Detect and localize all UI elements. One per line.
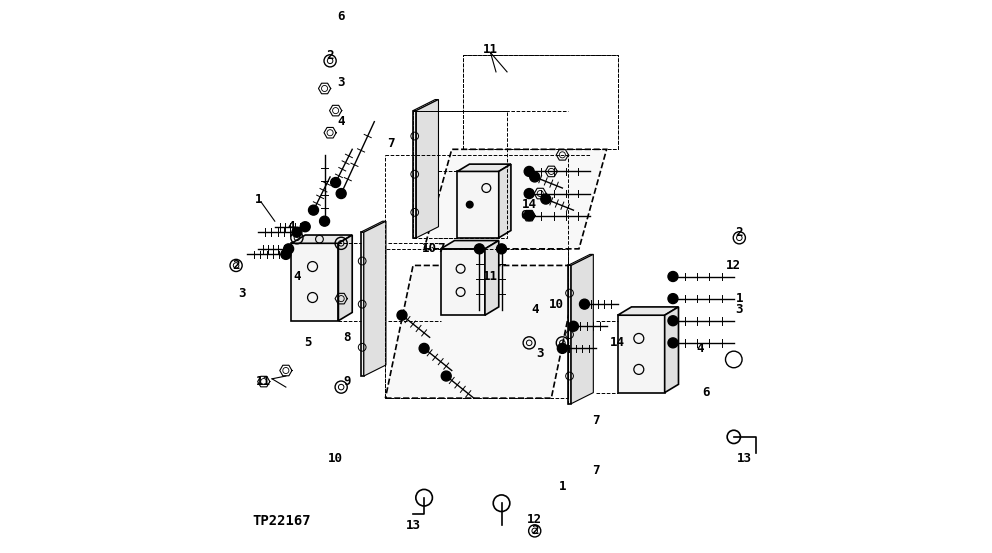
- Text: 8: 8: [343, 331, 350, 344]
- Text: TP22167: TP22167: [253, 514, 311, 528]
- Circle shape: [579, 299, 589, 309]
- Polygon shape: [417, 100, 438, 238]
- Text: 11: 11: [256, 375, 271, 388]
- Text: 14: 14: [610, 336, 625, 349]
- Text: 3: 3: [537, 347, 544, 361]
- Circle shape: [497, 244, 507, 254]
- Text: 5: 5: [305, 336, 311, 349]
- Text: 9: 9: [343, 375, 350, 388]
- Text: 1: 1: [255, 192, 262, 206]
- Circle shape: [474, 244, 484, 254]
- Polygon shape: [665, 307, 679, 393]
- Text: 7: 7: [592, 463, 599, 477]
- Text: 4: 4: [288, 220, 296, 233]
- Polygon shape: [567, 254, 593, 265]
- Circle shape: [530, 172, 540, 182]
- Polygon shape: [413, 111, 417, 238]
- Text: 10: 10: [328, 452, 343, 466]
- Text: 12: 12: [527, 513, 543, 526]
- Text: 6: 6: [702, 386, 710, 399]
- Polygon shape: [457, 171, 499, 238]
- Text: 3: 3: [736, 303, 743, 316]
- Circle shape: [524, 189, 534, 199]
- Text: 3: 3: [337, 76, 345, 90]
- Text: 7: 7: [592, 414, 599, 427]
- Circle shape: [541, 194, 551, 204]
- Circle shape: [558, 343, 567, 353]
- Text: 4: 4: [696, 342, 704, 355]
- Polygon shape: [485, 241, 499, 315]
- Circle shape: [524, 211, 534, 221]
- Text: 6: 6: [337, 10, 345, 23]
- Circle shape: [301, 222, 310, 232]
- Circle shape: [330, 178, 340, 187]
- Polygon shape: [499, 164, 511, 238]
- Polygon shape: [386, 265, 579, 398]
- Circle shape: [668, 316, 678, 326]
- Circle shape: [668, 272, 678, 281]
- Circle shape: [668, 338, 678, 348]
- Text: 4: 4: [337, 115, 345, 128]
- Polygon shape: [413, 100, 438, 111]
- Circle shape: [441, 371, 451, 381]
- Circle shape: [292, 227, 302, 237]
- Circle shape: [284, 244, 294, 254]
- Text: 10: 10: [550, 298, 564, 311]
- Polygon shape: [360, 232, 364, 376]
- Circle shape: [568, 321, 578, 331]
- Text: 12: 12: [726, 259, 741, 272]
- Polygon shape: [618, 307, 679, 315]
- Polygon shape: [440, 241, 499, 249]
- Text: 1: 1: [736, 292, 743, 305]
- Circle shape: [668, 294, 678, 304]
- Circle shape: [319, 216, 329, 226]
- Circle shape: [336, 189, 346, 199]
- Polygon shape: [292, 235, 352, 243]
- Polygon shape: [440, 249, 485, 315]
- Text: 13: 13: [406, 519, 421, 532]
- Text: 2: 2: [736, 226, 743, 239]
- Text: 13: 13: [737, 452, 752, 466]
- Text: 11: 11: [483, 43, 498, 56]
- Circle shape: [309, 205, 318, 215]
- Polygon shape: [457, 164, 511, 171]
- Circle shape: [524, 166, 534, 176]
- Circle shape: [466, 201, 473, 208]
- Circle shape: [397, 310, 407, 320]
- Polygon shape: [364, 221, 386, 376]
- Polygon shape: [360, 221, 386, 232]
- Text: 7: 7: [387, 137, 395, 150]
- Text: 14: 14: [522, 198, 537, 211]
- Text: 11: 11: [483, 270, 498, 283]
- Polygon shape: [425, 149, 606, 249]
- Text: 2: 2: [531, 524, 539, 538]
- Text: 2: 2: [326, 49, 334, 62]
- Text: 2: 2: [232, 259, 240, 272]
- Text: 4: 4: [531, 303, 539, 316]
- Text: 6: 6: [520, 209, 528, 222]
- Polygon shape: [292, 243, 338, 321]
- Circle shape: [281, 249, 291, 259]
- Polygon shape: [338, 235, 352, 321]
- Text: 7: 7: [436, 242, 444, 255]
- Text: 3: 3: [238, 286, 245, 300]
- Polygon shape: [618, 315, 665, 393]
- Polygon shape: [571, 254, 593, 404]
- Text: 1: 1: [558, 480, 566, 493]
- Circle shape: [420, 343, 430, 353]
- Text: 10: 10: [423, 242, 437, 255]
- Text: 4: 4: [294, 270, 301, 283]
- Polygon shape: [567, 265, 571, 404]
